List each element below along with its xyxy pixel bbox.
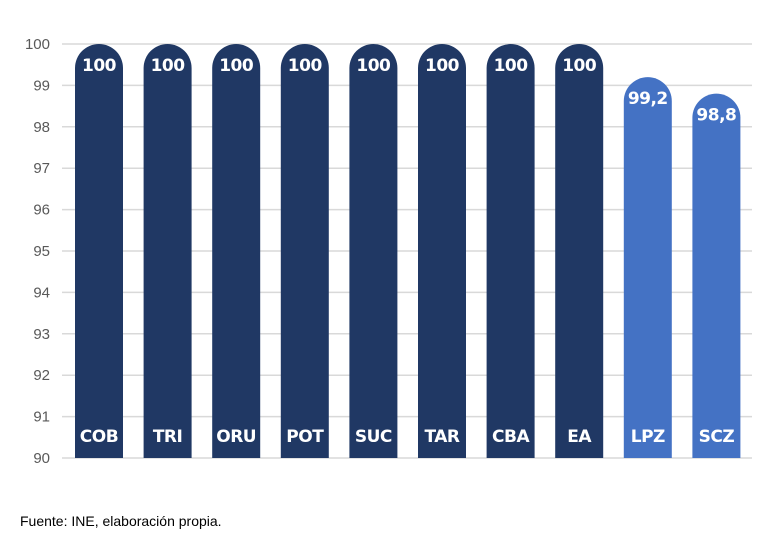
y-tick-label: 90 <box>33 450 50 467</box>
bar-scz <box>692 93 741 459</box>
data-label: 100 <box>151 56 186 76</box>
data-label: 100 <box>219 56 254 76</box>
category-label: ORU <box>216 427 256 447</box>
bar-suc <box>349 44 398 459</box>
y-tick-label: 98 <box>33 119 50 136</box>
category-label: COB <box>80 427 118 447</box>
source-note: Fuente: INE, elaboración propia. <box>20 513 222 529</box>
bar-tar <box>418 44 466 458</box>
category-label: EA <box>567 427 592 447</box>
category-label: CBA <box>492 427 530 447</box>
category-label: LPZ <box>631 427 665 447</box>
bar-tri <box>143 44 192 459</box>
y-tick-label: 93 <box>33 326 50 343</box>
y-tick-label: 99 <box>33 77 50 94</box>
data-label: 99,2 <box>628 89 668 109</box>
data-label: 100 <box>288 56 323 76</box>
y-tick-label: 95 <box>33 243 50 260</box>
data-label: 100 <box>425 56 460 76</box>
y-tick-label: 92 <box>33 367 50 384</box>
category-label: TRI <box>153 427 183 447</box>
bar-lpz <box>623 77 672 459</box>
y-tick-label: 91 <box>33 409 50 426</box>
data-label: 98,8 <box>696 106 736 126</box>
category-label: SCZ <box>699 427 735 447</box>
category-label: POT <box>286 427 324 447</box>
y-tick-label: 96 <box>33 202 50 219</box>
bar-cba <box>486 44 535 459</box>
data-label: 100 <box>494 56 529 76</box>
data-label: 100 <box>562 56 597 76</box>
bar-pot <box>280 44 329 459</box>
bar-cob <box>75 44 123 458</box>
category-label: SUC <box>355 427 392 447</box>
y-tick-label: 100 <box>25 36 50 53</box>
bar-ea <box>555 44 604 459</box>
y-tick-label: 97 <box>33 160 50 177</box>
bar-oru <box>212 43 261 458</box>
category-label: TAR <box>424 427 459 447</box>
y-tick-label: 94 <box>33 284 50 301</box>
data-label: 100 <box>82 56 117 76</box>
data-label: 100 <box>356 56 391 76</box>
